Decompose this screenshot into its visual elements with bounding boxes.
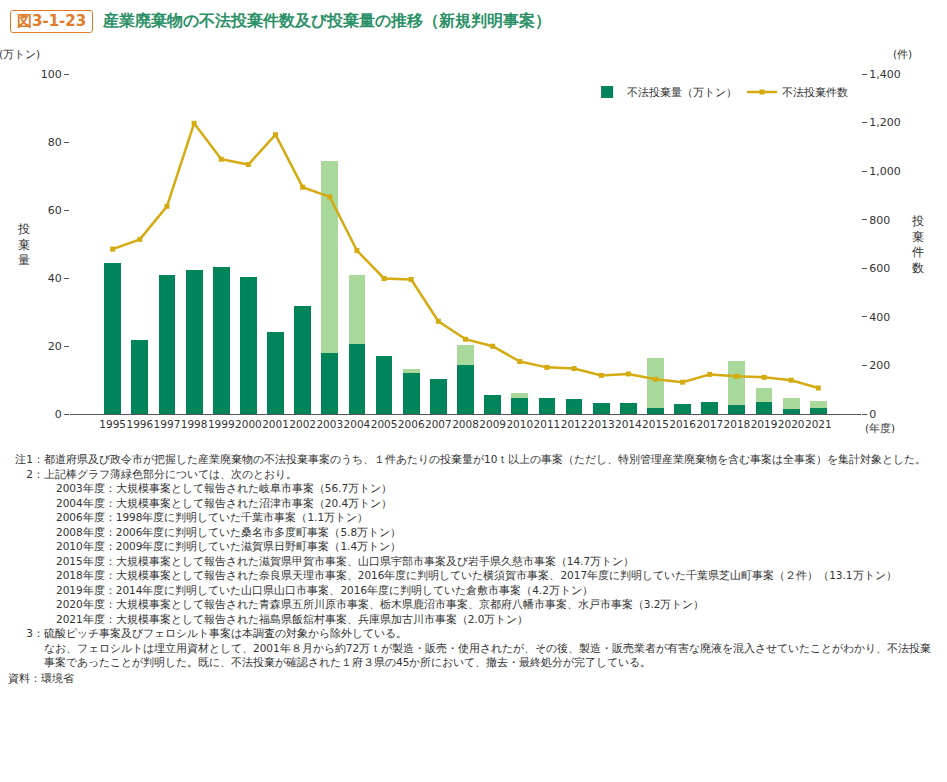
- svg-text:(年度): (年度): [865, 422, 895, 434]
- html-text:2020年度：大規模事案として報告された青森県五所川原市事案: 2020年度：大規模事案として報告された青森県五所川原市事案、栃木県鹿沼市事案、…: [56, 598, 705, 610]
- svg-text:2010: 2010: [506, 418, 533, 430]
- svg-text:1,200: 1,200: [869, 116, 901, 129]
- svg-text:0: 0: [55, 408, 62, 421]
- svg-text:2000: 2000: [235, 418, 262, 430]
- html-text:2006年度：1998年度に判明していた千葉市事案（1.1万: 2006年度：1998年度に判明していた千葉市事案（1.1万トン）: [56, 511, 369, 523]
- svg-text:不法投棄件数: 不法投棄件数: [782, 86, 848, 99]
- svg-text:20: 20: [48, 340, 62, 353]
- svg-text:0: 0: [869, 408, 876, 421]
- svg-text:800: 800: [869, 214, 890, 227]
- svg-text:2017: 2017: [696, 418, 723, 430]
- svg-text:(万トン): (万トン): [0, 48, 40, 60]
- html-text:2004年度：大規模事案として報告された沼津市事案（20.4: 2004年度：大規模事案として報告された沼津市事案（20.4万トン）: [56, 496, 393, 509]
- html-text:資料：環境省: 資料：環境省: [8, 671, 74, 684]
- html-text:2015年度：大規模事案として報告された滋賀県甲賀市事案、山: 2015年度：大規模事案として報告された滋賀県甲賀市事案、山口県宇部市事案及び岩…: [56, 554, 635, 567]
- svg-text:200: 200: [869, 359, 890, 372]
- svg-text:2006: 2006: [398, 418, 425, 430]
- html-text:産業廃棄物の不法投棄件数及び投棄量の推移（新規判明事案）: 産業廃棄物の不法投棄件数及び投棄量の推移（新規判明事案）: [103, 10, 552, 30]
- svg-text:1999: 1999: [208, 418, 235, 430]
- svg-text:1,000: 1,000: [869, 165, 901, 178]
- svg-text:2015: 2015: [642, 418, 669, 430]
- svg-text:2013: 2013: [588, 418, 615, 430]
- svg-text:60: 60: [48, 204, 62, 217]
- svg-text:2018: 2018: [724, 418, 751, 430]
- svg-text:2016: 2016: [669, 418, 696, 430]
- html-text:3：硫酸ピッチ事案及びフェロシルト事案は本調査の対象から除外: 3：硫酸ピッチ事案及びフェロシルト事案は本調査の対象から除外している。: [26, 627, 407, 639]
- svg-text:400: 400: [869, 311, 890, 324]
- svg-text:投棄量: 投棄量: [17, 222, 30, 267]
- svg-text:2009: 2009: [479, 418, 506, 430]
- svg-text:2012: 2012: [561, 418, 588, 430]
- html-text:注1：都道府県及び政令市が把握した産業廃棄物の不法投棄事案の: 注1：都道府県及び政令市が把握した産業廃棄物の不法投棄事案のうち、１件あたりの投…: [15, 453, 927, 465]
- svg-text:2001: 2001: [262, 418, 289, 430]
- svg-text:600: 600: [869, 262, 890, 275]
- svg-text:2014: 2014: [615, 418, 642, 430]
- svg-text:1997: 1997: [154, 418, 181, 430]
- html-text:2021年度：大規模事案として報告された福島県飯舘村事案、兵: 2021年度：大規模事案として報告された福島県飯舘村事案、兵庫県加古川市事案（2…: [56, 612, 529, 625]
- html-text:2018年度：大規模事案として報告された奈良県天理市事案、2: 2018年度：大規模事案として報告された奈良県天理市事案、2016年度に判明して…: [56, 569, 897, 581]
- svg-text:2005: 2005: [371, 418, 398, 430]
- svg-text:2019: 2019: [751, 418, 778, 430]
- svg-text:2008: 2008: [452, 418, 479, 430]
- svg-text:2002: 2002: [289, 418, 316, 430]
- svg-text:2007: 2007: [425, 418, 452, 430]
- svg-text:80: 80: [48, 136, 62, 149]
- svg-text:(件): (件): [893, 48, 912, 60]
- svg-text:2003: 2003: [316, 418, 343, 430]
- html-text:図3-1-23: 図3-1-23: [17, 11, 87, 30]
- html-text:2010年度：2009年度に判明していた滋賀県日野町事案（1: 2010年度：2009年度に判明していた滋賀県日野町事案（1.4万トン）: [56, 540, 402, 552]
- svg-text:2004: 2004: [344, 418, 371, 430]
- svg-text:100: 100: [41, 68, 62, 81]
- html-text:2003年度：大規模事案として報告された岐阜市事案（56.7: 2003年度：大規模事案として報告された岐阜市事案（56.7万トン）: [56, 482, 393, 494]
- svg-text:1996: 1996: [126, 418, 153, 430]
- svg-text:2020: 2020: [778, 418, 805, 430]
- html-text:なお、フェロシルトは埋立用資材として、2001年８月から約7: なお、フェロシルトは埋立用資材として、2001年８月から約72万ｔが製造・販売・…: [44, 641, 932, 668]
- svg-text:2011: 2011: [534, 418, 561, 430]
- html-text:2：上記棒グラフ薄緑色部分については、次のとおり。: 2：上記棒グラフ薄緑色部分については、次のとおり。: [26, 467, 297, 480]
- svg-text:1998: 1998: [181, 418, 208, 430]
- svg-text:投棄件数: 投棄件数: [911, 214, 924, 275]
- svg-text:2021: 2021: [805, 418, 832, 430]
- html-text:2019年度：2014年度に判明していた山口県山口市事案、2: 2019年度：2014年度に判明していた山口県山口市事案、2016年度に判明して…: [56, 583, 593, 596]
- svg-text:1995: 1995: [99, 418, 126, 430]
- svg-text:不法投棄量（万トン）: 不法投棄量（万トン）: [627, 86, 737, 99]
- svg-text:1,400: 1,400: [869, 68, 901, 81]
- svg-text:40: 40: [48, 272, 62, 285]
- html-text:2008年度：2006年度に判明していた桑名市多度町事案（5: 2008年度：2006年度に判明していた桑名市多度町事案（5.8万トン）: [56, 525, 402, 538]
